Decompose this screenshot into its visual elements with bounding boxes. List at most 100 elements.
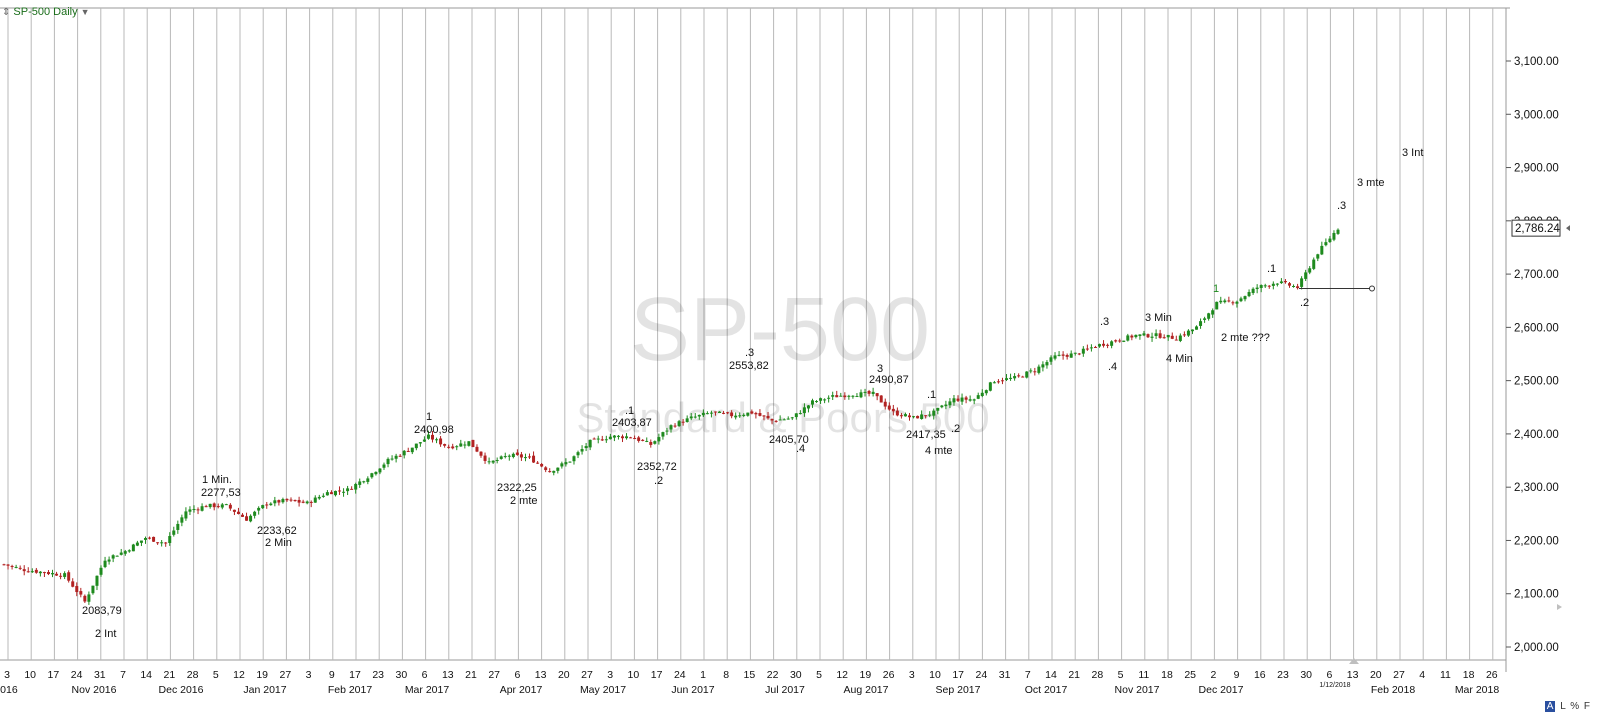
candle-body (1227, 300, 1231, 302)
candle-body (762, 415, 766, 417)
candle-body (10, 565, 14, 567)
candle-body (321, 495, 325, 497)
date-tick-label: 3 (909, 669, 915, 681)
mode-percent-button[interactable]: % (1570, 701, 1580, 712)
candle-body (1195, 326, 1199, 330)
symbol-label[interactable]: SP-500 Daily (13, 6, 78, 18)
candle-body (418, 442, 422, 444)
candle-body (281, 499, 285, 503)
candle-body (1186, 330, 1190, 336)
candle-body (580, 449, 584, 452)
candle-body (261, 505, 265, 509)
candle-body (297, 499, 301, 503)
candle-body (309, 501, 313, 503)
candle-body (232, 509, 236, 512)
candle-body (305, 501, 309, 504)
candle-body (1037, 366, 1041, 373)
date-tick-label: 22 (767, 669, 779, 681)
candle-body (1251, 288, 1255, 294)
candle-body (115, 555, 119, 557)
candle-body (782, 419, 786, 421)
candle-body (1053, 355, 1057, 359)
date-tick-label: 18 (1463, 669, 1475, 681)
candle-body (180, 517, 184, 523)
candle-body (1243, 296, 1247, 300)
line-handle-dot (1369, 285, 1375, 292)
candle-body (863, 391, 867, 393)
candle-body (467, 441, 471, 446)
wave-annotation: 3 Min (1145, 312, 1172, 324)
wave-annotation: 3 Int (1402, 147, 1423, 159)
candle-body (730, 412, 734, 417)
candle-body (718, 411, 722, 413)
candle-body (936, 407, 940, 411)
mode-f-button[interactable]: F (1583, 701, 1590, 712)
symbol-selector[interactable]: ⇕ SP-500 Daily ▼ (2, 6, 90, 18)
date-tick-label: 25 (1184, 669, 1196, 681)
last-price-marker-icon (1566, 225, 1570, 232)
candle-body (390, 458, 394, 460)
candle-body (499, 456, 503, 459)
candle-body (236, 511, 240, 515)
candle-body (713, 411, 717, 413)
candle-body (750, 411, 754, 414)
mode-a-button[interactable]: A (1544, 701, 1556, 712)
candle-body (908, 415, 912, 418)
candle-body (1259, 285, 1263, 288)
candle-body (847, 395, 851, 397)
candle-body (786, 418, 790, 420)
candle-body (754, 412, 758, 415)
candle-body (1045, 362, 1049, 366)
candle-body (1041, 364, 1045, 368)
date-tick-label: 13 (535, 669, 547, 681)
wave-annotation: 2277,53 (201, 487, 241, 499)
chevron-down-icon[interactable]: ▼ (80, 7, 90, 17)
candle-body (131, 544, 135, 552)
candle-body (673, 425, 677, 427)
candle-body (1049, 357, 1053, 362)
candle-body (1231, 302, 1235, 304)
candle-body (1009, 377, 1013, 379)
candle-body (689, 416, 693, 419)
mode-l-button[interactable]: L (1560, 701, 1566, 712)
candle-body (1279, 281, 1283, 284)
candle-body (612, 435, 616, 438)
date-tick-label: 30 (1300, 669, 1312, 681)
candle-body (891, 408, 895, 412)
date-tick-label: 23 (372, 669, 384, 681)
wave-annotation: 2417,35 (906, 429, 946, 441)
date-tick-label: 17 (651, 669, 663, 681)
candle-body (827, 397, 831, 399)
candle-body (148, 537, 152, 539)
candle-body (135, 542, 139, 546)
candle-body (1033, 371, 1037, 373)
candle-body (867, 390, 871, 394)
price-tick-label: 2,100.00 (1514, 589, 1559, 601)
candle-body (1017, 375, 1021, 377)
candle-body (1215, 301, 1219, 310)
candle-body (1190, 329, 1194, 332)
candle-body (241, 514, 245, 517)
candle-body (1158, 333, 1162, 338)
candle-body (1114, 340, 1118, 342)
candle-body (51, 573, 55, 575)
candle-body (1021, 376, 1025, 378)
candle-body (382, 464, 386, 468)
candle-body (564, 462, 568, 465)
candle-body (358, 481, 362, 485)
date-tick-label: 11 (1138, 669, 1149, 681)
candle-body (451, 446, 455, 449)
wave-annotation: 2403,87 (612, 417, 652, 429)
candle-body (313, 497, 317, 503)
candle-body (1275, 283, 1279, 285)
wave-annotation: .2 (1300, 297, 1309, 309)
sort-arrows-icon[interactable]: ⇕ (2, 7, 11, 18)
candle-body (653, 441, 657, 444)
candle-body (1085, 348, 1089, 350)
candle-body (964, 397, 968, 400)
month-label: Nov 2016 (72, 684, 117, 696)
candle-body (354, 483, 358, 490)
candle-body (426, 434, 430, 439)
